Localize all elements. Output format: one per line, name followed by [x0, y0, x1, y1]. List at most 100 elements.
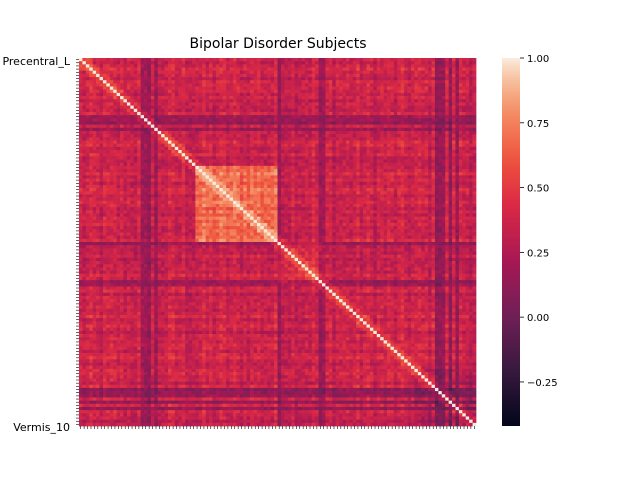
heatmap-cell [154, 121, 159, 125]
heatmap-cell [448, 64, 453, 68]
heatmap-cell [455, 61, 460, 65]
heatmap-cell [250, 169, 254, 173]
heatmap-cell [161, 175, 165, 179]
heatmap-cell [472, 96, 477, 100]
heatmap-cell [356, 165, 360, 170]
heatmap-cell [428, 153, 432, 157]
heatmap-cell [222, 137, 227, 141]
heatmap-cell [352, 162, 357, 167]
heatmap-cell [458, 162, 463, 167]
heatmap-cell [198, 80, 203, 84]
heatmap-cell [417, 124, 422, 129]
heatmap-cell [390, 143, 395, 148]
heatmap-cell [82, 80, 87, 84]
heatmap-cell [205, 169, 210, 173]
heatmap-cell [205, 137, 210, 141]
heatmap-cell [120, 58, 124, 62]
heatmap-cell [352, 58, 357, 62]
heatmap-cell [198, 67, 203, 72]
heatmap-cell [92, 169, 97, 173]
heatmap-cell [164, 121, 169, 125]
heatmap-cell [438, 191, 443, 195]
heatmap-cell [458, 188, 463, 192]
heatmap-cell [387, 140, 391, 144]
heatmap-cell [400, 61, 405, 65]
heatmap-cell [250, 67, 254, 72]
heatmap-cell [120, 146, 124, 151]
heatmap-cell [185, 102, 189, 106]
heatmap-cell [287, 67, 292, 72]
heatmap-cell [157, 61, 162, 65]
heatmap-cell [441, 96, 446, 100]
heatmap-cell [304, 188, 309, 192]
heatmap-cell [263, 80, 268, 84]
heatmap-cell [438, 169, 443, 173]
heatmap-cell [126, 169, 131, 173]
heatmap-cell [315, 146, 319, 151]
heatmap-cell [102, 118, 107, 122]
heatmap-cell [222, 111, 227, 116]
heatmap-cell [113, 80, 117, 84]
heatmap-cell [212, 92, 217, 97]
heatmap-cell [188, 124, 193, 129]
heatmap-cell [349, 184, 354, 189]
heatmap-cell [130, 80, 135, 84]
heatmap-cell [239, 153, 244, 157]
heatmap-cell [178, 159, 183, 164]
heatmap-cell [195, 165, 200, 170]
heatmap-cell [407, 130, 412, 135]
heatmap-cell [260, 137, 265, 141]
heatmap-cell [113, 86, 117, 91]
heatmap-cell [154, 111, 159, 116]
heatmap-cell [376, 127, 381, 132]
heatmap-cell [404, 191, 408, 195]
heatmap-cell [82, 61, 87, 65]
heatmap-cell [140, 150, 145, 154]
heatmap-cell [359, 172, 364, 176]
heatmap-cell [417, 92, 422, 97]
heatmap-cell [236, 191, 241, 195]
heatmap-cell [116, 92, 121, 97]
heatmap-cell [267, 184, 271, 189]
heatmap-cell [298, 156, 302, 160]
heatmap-cell [472, 80, 477, 84]
heatmap-cell [448, 172, 453, 176]
heatmap-cell [287, 172, 292, 176]
heatmap-cell [465, 165, 470, 170]
heatmap-cell [342, 115, 347, 119]
heatmap-cell [349, 191, 354, 195]
heatmap-cell [188, 80, 193, 84]
heatmap-cell [462, 108, 467, 113]
heatmap-cell [233, 99, 237, 103]
heatmap-cell [260, 64, 265, 68]
heatmap-cell [366, 83, 371, 87]
heatmap-cell [332, 188, 337, 192]
heatmap-cell [89, 64, 94, 68]
heatmap-cell [236, 134, 241, 138]
heatmap-cell [202, 96, 206, 100]
heatmap-cell [102, 175, 107, 179]
heatmap-cell [410, 162, 415, 167]
heatmap-cell [274, 58, 278, 62]
heatmap-cell [335, 172, 340, 176]
heatmap-cell [441, 111, 446, 116]
heatmap-cell [315, 169, 319, 173]
heatmap-cell [335, 108, 340, 113]
heatmap-cell [202, 121, 206, 125]
heatmap-cell [236, 184, 241, 189]
heatmap-cell [267, 188, 271, 192]
heatmap-cell [458, 178, 463, 183]
heatmap-cell [410, 58, 415, 62]
heatmap-cell [356, 118, 360, 122]
heatmap-cell [472, 191, 477, 195]
heatmap-cell [294, 184, 299, 189]
heatmap-cell [304, 89, 309, 94]
heatmap-cell [325, 67, 330, 72]
heatmap-cell [407, 175, 412, 179]
heatmap-cell [380, 86, 384, 91]
heatmap-cell [270, 156, 275, 160]
heatmap-cell [256, 102, 261, 106]
heatmap-cell [178, 67, 183, 72]
heatmap-cell [120, 83, 124, 87]
heatmap-cell [215, 150, 220, 154]
